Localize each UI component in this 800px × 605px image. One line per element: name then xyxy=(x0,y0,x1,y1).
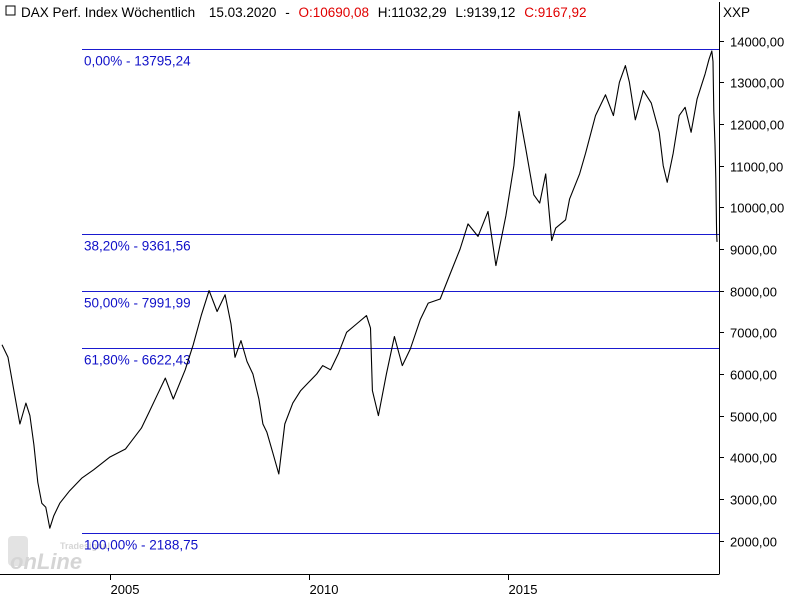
y-tick-label: 9000,00 xyxy=(730,243,777,258)
y-tick-label: 6000,00 xyxy=(730,368,777,383)
header-high: H:11032,29 xyxy=(378,5,447,20)
header-box-icon xyxy=(5,5,16,16)
watermark-big: onLine xyxy=(10,549,82,574)
fib-label-3: 61,80% - 6622,43 xyxy=(84,353,191,368)
header-text: DAX Perf. Index Wöchentlich 15.03.2020 -… xyxy=(21,5,587,20)
watermark-small: Tradesignal xyxy=(60,541,110,551)
y-tick-label: 5000,00 xyxy=(730,410,777,425)
fibonacci-levels: 0,00% - 13795,24 38,20% - 9361,56 50,00% -… xyxy=(82,49,719,553)
header-separator: - xyxy=(285,5,290,20)
y-tick-label: 8000,00 xyxy=(730,285,777,300)
x-tick-label: 2015 xyxy=(509,582,538,597)
y-tick-label: 11000,00 xyxy=(730,160,783,175)
header-low: L:9139,12 xyxy=(455,5,515,20)
y-tick-label: 13000,00 xyxy=(730,76,784,91)
fib-label-2: 50,00% - 7991,99 xyxy=(84,296,191,311)
watermark-badge-icon xyxy=(8,536,28,566)
chart-header: DAX Perf. Index Wöchentlich 15.03.2020 -… xyxy=(5,5,750,20)
x-tick-label: 2005 xyxy=(111,582,140,597)
y-tick-label: 10000,00 xyxy=(730,201,784,216)
header-open: O:10690,08 xyxy=(298,5,369,20)
header-close: C:9167,92 xyxy=(524,5,586,20)
x-tick-label: 2010 xyxy=(310,582,339,597)
y-tick-label: 4000,00 xyxy=(730,451,777,466)
watermark-logo: Tradesignal onLine xyxy=(8,536,110,574)
y-tick-label: 14000,00 xyxy=(730,35,784,50)
y-tick-label: 12000,00 xyxy=(730,118,784,133)
fib-label-4: 100,00% - 2188,75 xyxy=(84,538,198,553)
y-tick-label: 7000,00 xyxy=(730,326,777,341)
price-series-line xyxy=(1,50,718,529)
header-title: DAX Perf. Index Wöchentlich xyxy=(21,5,195,20)
y-tick-label: 3000,00 xyxy=(730,493,777,508)
y-tick-label: 2000,00 xyxy=(730,535,777,550)
currency-label: XXP xyxy=(723,5,750,20)
fib-label-0: 0,00% - 13795,24 xyxy=(84,54,191,69)
header-date: 15.03.2020 xyxy=(209,5,277,20)
axes: 2000,00 3000,00 4000,00 5000,00 6000,00 7000,… xyxy=(0,2,784,597)
fib-label-1: 38,20% - 9361,56 xyxy=(84,239,191,254)
